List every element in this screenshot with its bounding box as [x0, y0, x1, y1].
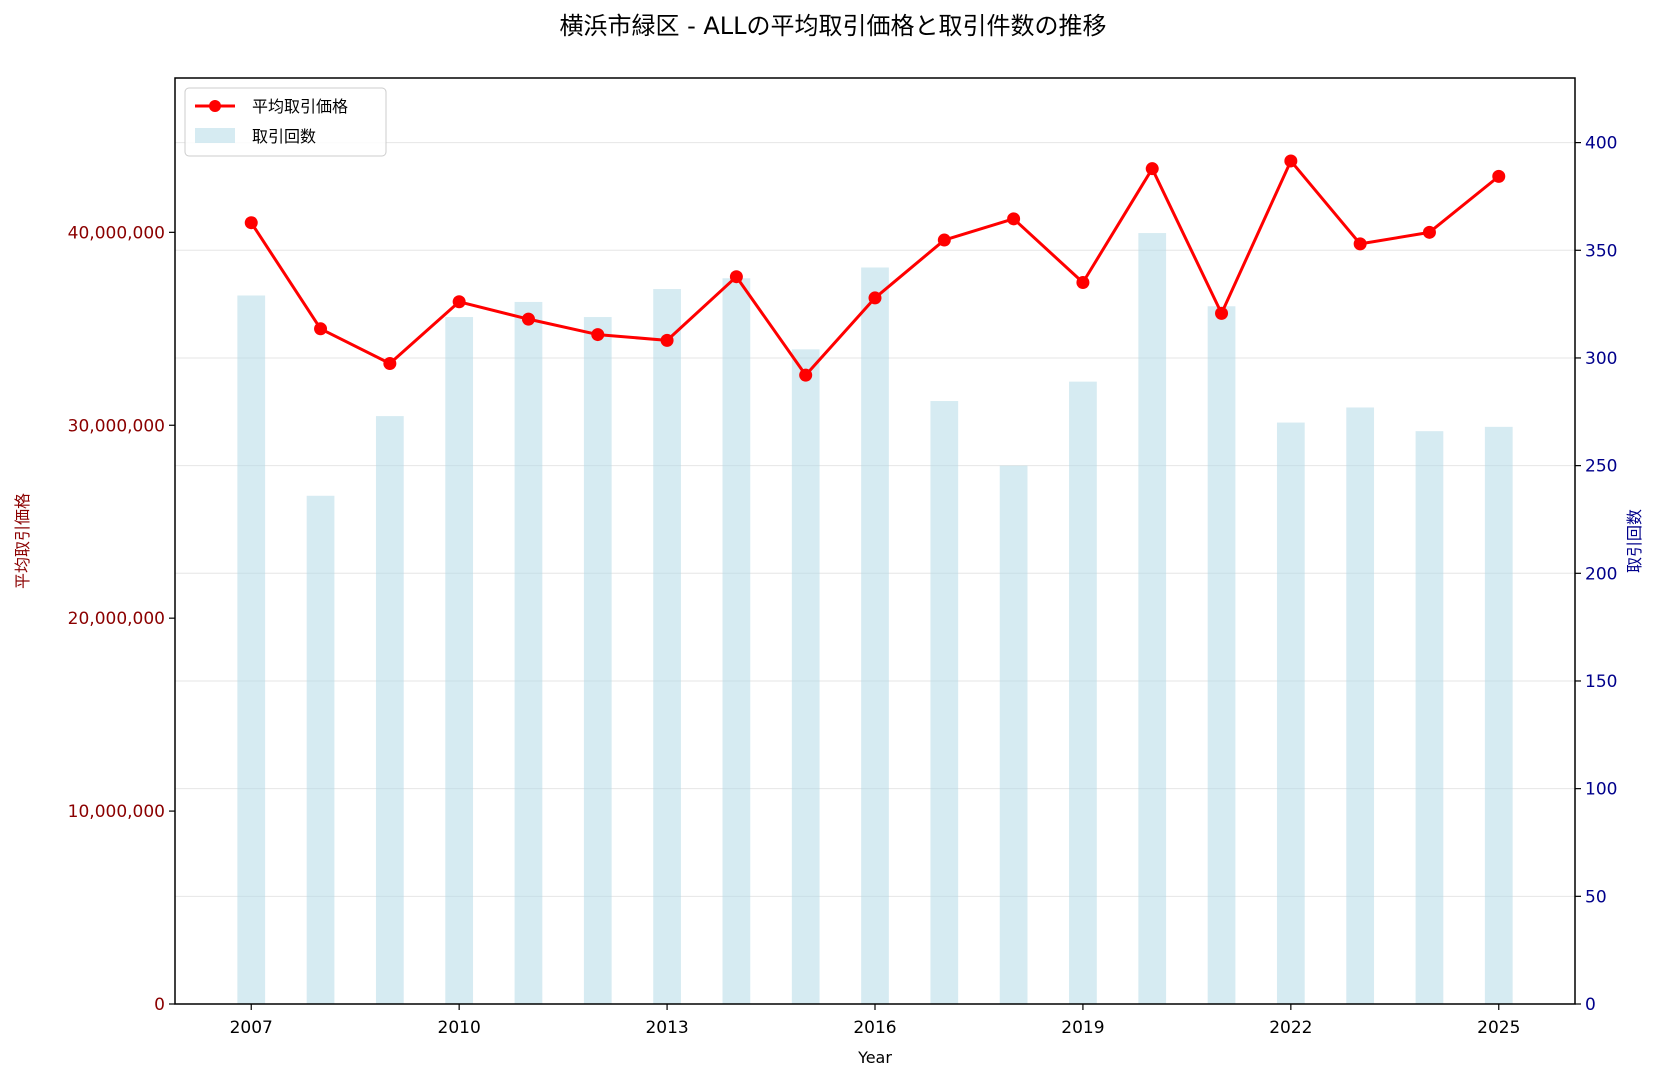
y-right-tick-label: 250	[1585, 457, 1617, 477]
right-y-axis-label: 取引回数	[1625, 509, 1644, 573]
bar	[1207, 306, 1236, 1004]
legend-bar-swatch	[195, 128, 235, 143]
bar	[1415, 431, 1444, 1004]
price-point	[660, 333, 674, 347]
bar	[375, 416, 404, 1005]
y-right-tick-label: 0	[1585, 995, 1596, 1015]
bar	[1069, 381, 1097, 1004]
price-point	[868, 291, 882, 305]
bar	[583, 317, 612, 1004]
y-right-tick-label: 200	[1585, 564, 1617, 584]
bar	[653, 289, 681, 1004]
y-left-tick-label: 0	[154, 995, 165, 1015]
bar	[722, 278, 751, 1004]
y-right-tick-label: 50	[1585, 887, 1607, 907]
chart-title: 横浜市緑区 - ALLの平均取引価格と取引件数の推移	[559, 12, 1106, 40]
price-point	[591, 328, 605, 342]
price-point	[1076, 275, 1090, 289]
bar	[237, 295, 266, 1004]
price-point	[383, 357, 397, 371]
right-y-axis: 0 50 100 150 200 250 300 350 400	[1575, 134, 1617, 1015]
bar-series-transactions	[237, 233, 1513, 1005]
x-tick-label: 2019	[1061, 1018, 1104, 1038]
legend-label-count: 取引回数	[252, 127, 316, 146]
price-point	[799, 368, 813, 382]
bar	[861, 267, 889, 1005]
bar	[791, 349, 820, 1004]
price-point	[452, 295, 466, 309]
x-tick-label: 2010	[438, 1018, 481, 1038]
price-point	[521, 312, 535, 326]
price-point	[1007, 212, 1021, 226]
x-tick-label: 2022	[1269, 1018, 1312, 1038]
bar	[930, 401, 959, 1004]
price-point	[937, 233, 951, 247]
price-point	[1353, 237, 1367, 251]
left-y-axis-label: 平均取引価格	[13, 493, 32, 589]
price-point	[1145, 162, 1159, 176]
y-right-tick-label: 300	[1585, 349, 1617, 369]
bar	[445, 317, 474, 1004]
bar	[1484, 426, 1513, 1004]
price-point	[1284, 154, 1298, 168]
bar	[1276, 422, 1305, 1005]
bar	[999, 465, 1028, 1004]
x-axis-label: Year	[857, 1048, 892, 1067]
y-right-tick-label: 150	[1585, 672, 1617, 692]
left-y-axis: 0 10,000,000 20,000,000 30,000,000 40,000,00…	[68, 223, 175, 1015]
bar	[514, 301, 543, 1005]
price-point	[1492, 169, 1506, 183]
y-left-tick-label: 10,000,000	[68, 802, 165, 822]
legend-label-price: 平均取引価格	[252, 97, 348, 116]
legend: 平均取引価格 取引回数	[184, 87, 387, 157]
y-right-tick-label: 400	[1585, 134, 1617, 154]
price-point	[314, 322, 328, 336]
price-point	[244, 216, 258, 230]
bar	[1138, 233, 1167, 1005]
price-point	[729, 270, 743, 284]
bar	[306, 495, 335, 1004]
y-left-tick-label: 40,000,000	[68, 223, 165, 243]
x-axis: 2007 2010 2013 2016 2019 2022 2025	[230, 1004, 1520, 1038]
y-right-tick-label: 100	[1585, 780, 1617, 800]
x-tick-label: 2025	[1477, 1018, 1520, 1038]
y-right-tick-label: 350	[1585, 241, 1617, 261]
bar	[1346, 407, 1375, 1004]
price-point	[1422, 225, 1436, 239]
legend-box	[184, 87, 387, 157]
x-tick-label: 2016	[853, 1018, 896, 1038]
line-series-average-price	[244, 154, 1506, 382]
y-left-tick-label: 30,000,000	[68, 416, 165, 436]
legend-marker-swatch	[209, 100, 221, 112]
price-point	[1215, 306, 1229, 320]
x-tick-label: 2013	[645, 1018, 688, 1038]
y-left-tick-label: 20,000,000	[68, 609, 165, 629]
x-tick-label: 2007	[230, 1018, 273, 1038]
